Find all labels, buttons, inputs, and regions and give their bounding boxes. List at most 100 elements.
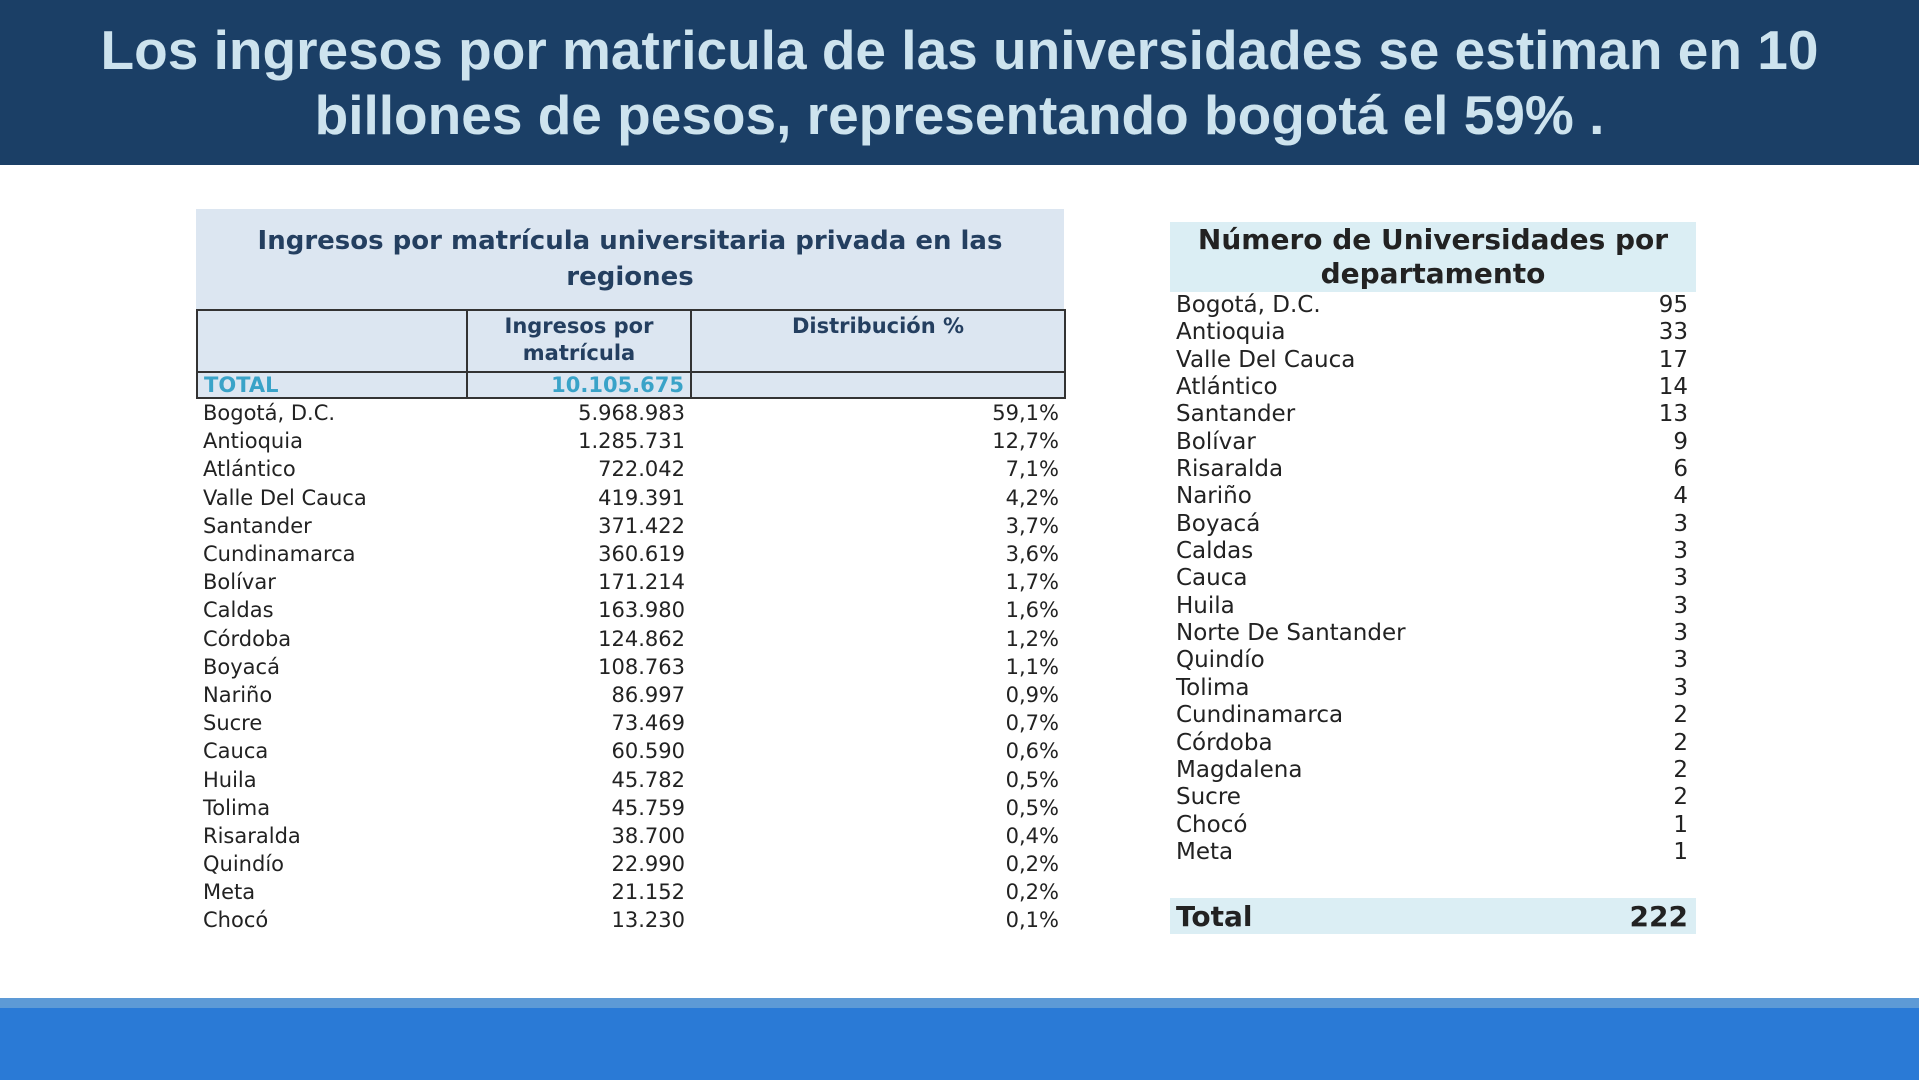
income-table-row: Boyacá 108.763 1,1% [197, 653, 1065, 681]
row-university-count: 9 [1673, 428, 1688, 455]
row-department: Antioquia [1176, 319, 1286, 346]
row-region: Caldas [203, 598, 274, 623]
column-header-region [196, 309, 468, 373]
income-table-row: Risaralda 38.700 0,4% [197, 822, 1065, 850]
row-department: Huila [1176, 592, 1235, 619]
row-income: 45.759 [611, 795, 685, 820]
row-income: 13.230 [611, 908, 685, 933]
row-distribution: 3,6% [1005, 542, 1059, 567]
universities-table-heading: Número de Universidades por departamento [1170, 222, 1696, 292]
row-income: 38.700 [611, 823, 685, 848]
universities-table-row: Bogotá, D.C. 95 [1170, 292, 1696, 319]
universities-table-row: Quindío 3 [1170, 647, 1696, 674]
row-distribution: 1,7% [1005, 570, 1059, 595]
row-university-count: 4 [1673, 483, 1688, 510]
row-distribution: 1,2% [1005, 626, 1059, 651]
row-region: Cundinamarca [203, 542, 356, 567]
row-department: Quindío [1176, 647, 1265, 674]
row-region: Antioquia [203, 429, 303, 454]
row-university-count: 2 [1673, 729, 1688, 756]
universities-total-row: Total 222 [1170, 898, 1696, 934]
universities-total-label: Total [1176, 899, 1253, 933]
income-table-row: Meta 21.152 0,2% [197, 878, 1065, 906]
row-region: Nariño [203, 682, 273, 707]
row-university-count: 3 [1673, 510, 1688, 537]
row-distribution: 59,1% [992, 401, 1059, 426]
income-table-row: Antioquia 1.285.731 12,7% [197, 427, 1065, 455]
row-department: Nariño [1176, 483, 1252, 510]
row-department: Tolima [1176, 674, 1250, 701]
income-table: Ingresos por matrícula Distribución % TO… [196, 309, 1066, 935]
row-region: Huila [203, 767, 257, 792]
universities-table-row: Valle Del Cauca 17 [1170, 347, 1696, 374]
universities-table-row: Atlántico 14 [1170, 374, 1696, 401]
row-department: Cundinamarca [1176, 702, 1344, 729]
row-department: Bolívar [1176, 428, 1256, 455]
universities-table-row: Meta 1 [1170, 839, 1696, 866]
row-income: 419.391 [598, 485, 685, 510]
row-distribution: 0,1% [1005, 908, 1059, 933]
column-header-distribution: Distribución % [690, 309, 1066, 373]
footer-bar [0, 1008, 1919, 1080]
universities-table-row: Santander 13 [1170, 401, 1696, 428]
row-region: Cauca [203, 739, 269, 764]
income-table-row: Nariño 86.997 0,9% [197, 681, 1065, 709]
row-university-count: 3 [1673, 565, 1688, 592]
income-table-row: Cauca 60.590 0,6% [197, 737, 1065, 765]
row-department: Atlántico [1176, 374, 1278, 401]
row-distribution: 4,2% [1005, 485, 1059, 510]
income-table-body: Bogotá, D.C. 5.968.983 59,1% Antioquia 1.285… [197, 398, 1065, 935]
row-department: Valle Del Cauca [1176, 346, 1356, 373]
row-distribution: 0,6% [1005, 739, 1059, 764]
row-distribution: 0,5% [1005, 767, 1059, 792]
row-region: Atlántico [203, 457, 296, 482]
slide-title: Los ingresos por matricula de las univer… [100, 18, 1819, 146]
row-distribution: 3,7% [1005, 513, 1059, 538]
row-income: 86.997 [611, 682, 685, 707]
row-university-count: 3 [1673, 620, 1688, 647]
row-university-count: 95 [1658, 292, 1688, 318]
row-university-count: 6 [1673, 456, 1688, 483]
income-table-row: Bogotá, D.C. 5.968.983 59,1% [197, 398, 1065, 427]
universities-table-row: Norte De Santander 3 [1170, 620, 1696, 647]
row-university-count: 2 [1673, 784, 1688, 811]
slide-title-bar: Los ingresos por matricula de las univer… [0, 0, 1919, 165]
row-distribution: 0,7% [1005, 711, 1059, 736]
row-university-count: 3 [1673, 674, 1688, 701]
row-department: Sucre [1176, 784, 1241, 811]
universities-table-row: Caldas 3 [1170, 538, 1696, 565]
row-region: Santander [203, 513, 312, 538]
row-distribution: 0,2% [1005, 880, 1059, 905]
income-table-row: Bolívar 171.214 1,7% [197, 568, 1065, 596]
row-region: Boyacá [203, 654, 280, 679]
row-distribution: 0,4% [1005, 823, 1059, 848]
column-header-income: Ingresos por matrícula [466, 309, 692, 373]
income-table-row: Valle Del Cauca 419.391 4,2% [197, 484, 1065, 512]
income-total-label: TOTAL [196, 371, 468, 399]
row-university-count: 1 [1673, 811, 1688, 838]
row-distribution: 7,1% [1005, 457, 1059, 482]
row-department: Chocó [1176, 811, 1248, 838]
income-table-row: Chocó 13.230 0,1% [197, 906, 1065, 934]
row-income: 1.285.731 [578, 429, 685, 454]
row-distribution: 0,2% [1005, 852, 1059, 877]
row-distribution: 12,7% [992, 429, 1059, 454]
universities-table-row: Huila 3 [1170, 593, 1696, 620]
row-region: Sucre [203, 711, 263, 736]
row-department: Bogotá, D.C. [1176, 292, 1321, 318]
row-university-count: 3 [1673, 538, 1688, 565]
row-region: Risaralda [203, 823, 301, 848]
row-university-count: 1 [1673, 838, 1688, 865]
row-income: 45.782 [611, 767, 685, 792]
row-income: 5.968.983 [578, 401, 685, 426]
row-region: Chocó [203, 908, 269, 933]
row-department: Caldas [1176, 538, 1254, 565]
row-region: Valle Del Cauca [203, 485, 367, 510]
row-department: Santander [1176, 401, 1296, 428]
row-income: 171.214 [598, 570, 685, 595]
income-table-row: Quindío 22.990 0,2% [197, 850, 1065, 878]
universities-table-row: Córdoba 2 [1170, 730, 1696, 757]
row-university-count: 17 [1658, 346, 1688, 373]
row-income: 60.590 [611, 739, 685, 764]
universities-table-row: Magdalena 2 [1170, 757, 1696, 784]
